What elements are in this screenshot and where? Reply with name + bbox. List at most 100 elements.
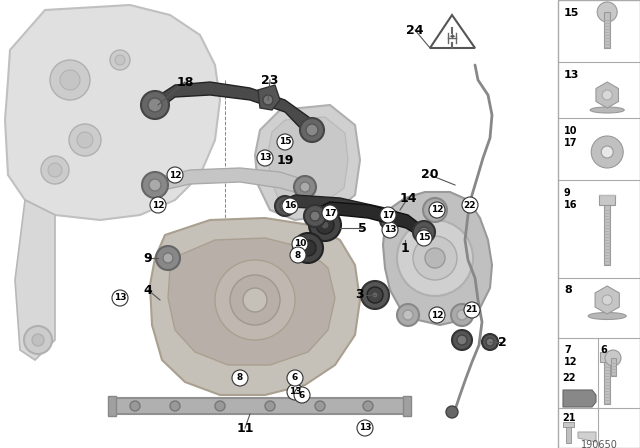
Polygon shape bbox=[596, 82, 618, 108]
Circle shape bbox=[482, 334, 498, 350]
Circle shape bbox=[50, 60, 90, 100]
Circle shape bbox=[115, 55, 125, 65]
Circle shape bbox=[287, 370, 303, 386]
Circle shape bbox=[170, 401, 180, 411]
Circle shape bbox=[277, 134, 293, 150]
Text: 4: 4 bbox=[143, 284, 152, 297]
Polygon shape bbox=[155, 82, 315, 138]
Text: 21: 21 bbox=[466, 306, 478, 314]
Circle shape bbox=[48, 163, 62, 177]
Text: 2: 2 bbox=[498, 336, 506, 349]
Circle shape bbox=[446, 406, 458, 418]
Circle shape bbox=[397, 304, 419, 326]
Circle shape bbox=[167, 167, 183, 183]
Text: 23: 23 bbox=[261, 73, 278, 86]
Circle shape bbox=[452, 330, 472, 350]
Circle shape bbox=[423, 198, 447, 222]
Polygon shape bbox=[430, 15, 475, 48]
Circle shape bbox=[230, 275, 280, 325]
Bar bbox=[611, 358, 616, 376]
Text: 15: 15 bbox=[418, 233, 430, 242]
Circle shape bbox=[24, 326, 52, 354]
Circle shape bbox=[141, 91, 169, 119]
Text: 13: 13 bbox=[114, 293, 126, 302]
Polygon shape bbox=[312, 202, 425, 238]
Circle shape bbox=[304, 205, 326, 227]
Polygon shape bbox=[155, 168, 305, 195]
Circle shape bbox=[601, 146, 613, 158]
Text: 13: 13 bbox=[564, 70, 579, 80]
Text: 13: 13 bbox=[384, 225, 396, 234]
Bar bbox=[403, 396, 411, 416]
Circle shape bbox=[397, 220, 473, 296]
Text: 7: 7 bbox=[564, 345, 571, 355]
Text: 14: 14 bbox=[399, 191, 417, 204]
Circle shape bbox=[32, 334, 44, 346]
Circle shape bbox=[41, 156, 69, 184]
Text: 6: 6 bbox=[299, 391, 305, 400]
Circle shape bbox=[290, 247, 306, 263]
Polygon shape bbox=[168, 238, 335, 365]
Circle shape bbox=[380, 207, 396, 223]
Text: 12: 12 bbox=[152, 201, 164, 210]
Circle shape bbox=[275, 196, 295, 216]
Bar bbox=[108, 396, 116, 416]
Circle shape bbox=[597, 2, 617, 22]
Text: 21: 21 bbox=[562, 413, 575, 423]
Polygon shape bbox=[563, 390, 596, 407]
Polygon shape bbox=[268, 117, 348, 207]
Circle shape bbox=[306, 124, 318, 136]
Circle shape bbox=[429, 307, 445, 323]
Circle shape bbox=[464, 302, 480, 318]
Text: 17: 17 bbox=[324, 208, 336, 217]
Circle shape bbox=[77, 132, 93, 148]
Text: 12: 12 bbox=[431, 310, 444, 319]
Circle shape bbox=[280, 201, 290, 211]
Text: 13: 13 bbox=[359, 423, 371, 432]
Circle shape bbox=[300, 182, 310, 192]
Circle shape bbox=[232, 370, 248, 386]
Text: 17: 17 bbox=[381, 211, 394, 220]
Circle shape bbox=[300, 118, 324, 142]
Circle shape bbox=[110, 50, 130, 70]
Bar bbox=[604, 362, 610, 404]
Circle shape bbox=[215, 401, 225, 411]
Polygon shape bbox=[258, 85, 280, 110]
Text: 10: 10 bbox=[564, 126, 577, 136]
Text: 18: 18 bbox=[176, 76, 194, 89]
Circle shape bbox=[316, 216, 334, 234]
Text: 15: 15 bbox=[564, 8, 579, 18]
Polygon shape bbox=[578, 432, 596, 442]
Circle shape bbox=[130, 401, 140, 411]
Circle shape bbox=[315, 401, 325, 411]
Bar bbox=[599, 195, 615, 205]
Circle shape bbox=[372, 292, 378, 298]
Text: 24: 24 bbox=[406, 23, 424, 36]
Circle shape bbox=[413, 221, 435, 243]
Polygon shape bbox=[5, 5, 220, 220]
Text: 15: 15 bbox=[279, 138, 291, 146]
Text: 10: 10 bbox=[294, 240, 306, 249]
Circle shape bbox=[413, 236, 457, 280]
Bar bbox=[558, 0, 640, 448]
Circle shape bbox=[357, 420, 373, 436]
Circle shape bbox=[419, 227, 429, 237]
Circle shape bbox=[243, 288, 267, 312]
Circle shape bbox=[361, 281, 389, 309]
Bar bbox=[563, 422, 574, 427]
Text: 20: 20 bbox=[421, 168, 439, 181]
Polygon shape bbox=[383, 192, 492, 325]
Circle shape bbox=[294, 176, 316, 198]
Circle shape bbox=[385, 215, 395, 225]
Circle shape bbox=[591, 136, 623, 168]
Text: 3: 3 bbox=[356, 289, 364, 302]
Text: 6: 6 bbox=[292, 374, 298, 383]
Circle shape bbox=[310, 211, 320, 221]
Polygon shape bbox=[15, 200, 55, 360]
Text: 17: 17 bbox=[564, 138, 577, 148]
Circle shape bbox=[430, 205, 440, 215]
Text: 6: 6 bbox=[600, 345, 607, 355]
Ellipse shape bbox=[590, 107, 624, 113]
Circle shape bbox=[69, 124, 101, 156]
Circle shape bbox=[282, 198, 298, 214]
